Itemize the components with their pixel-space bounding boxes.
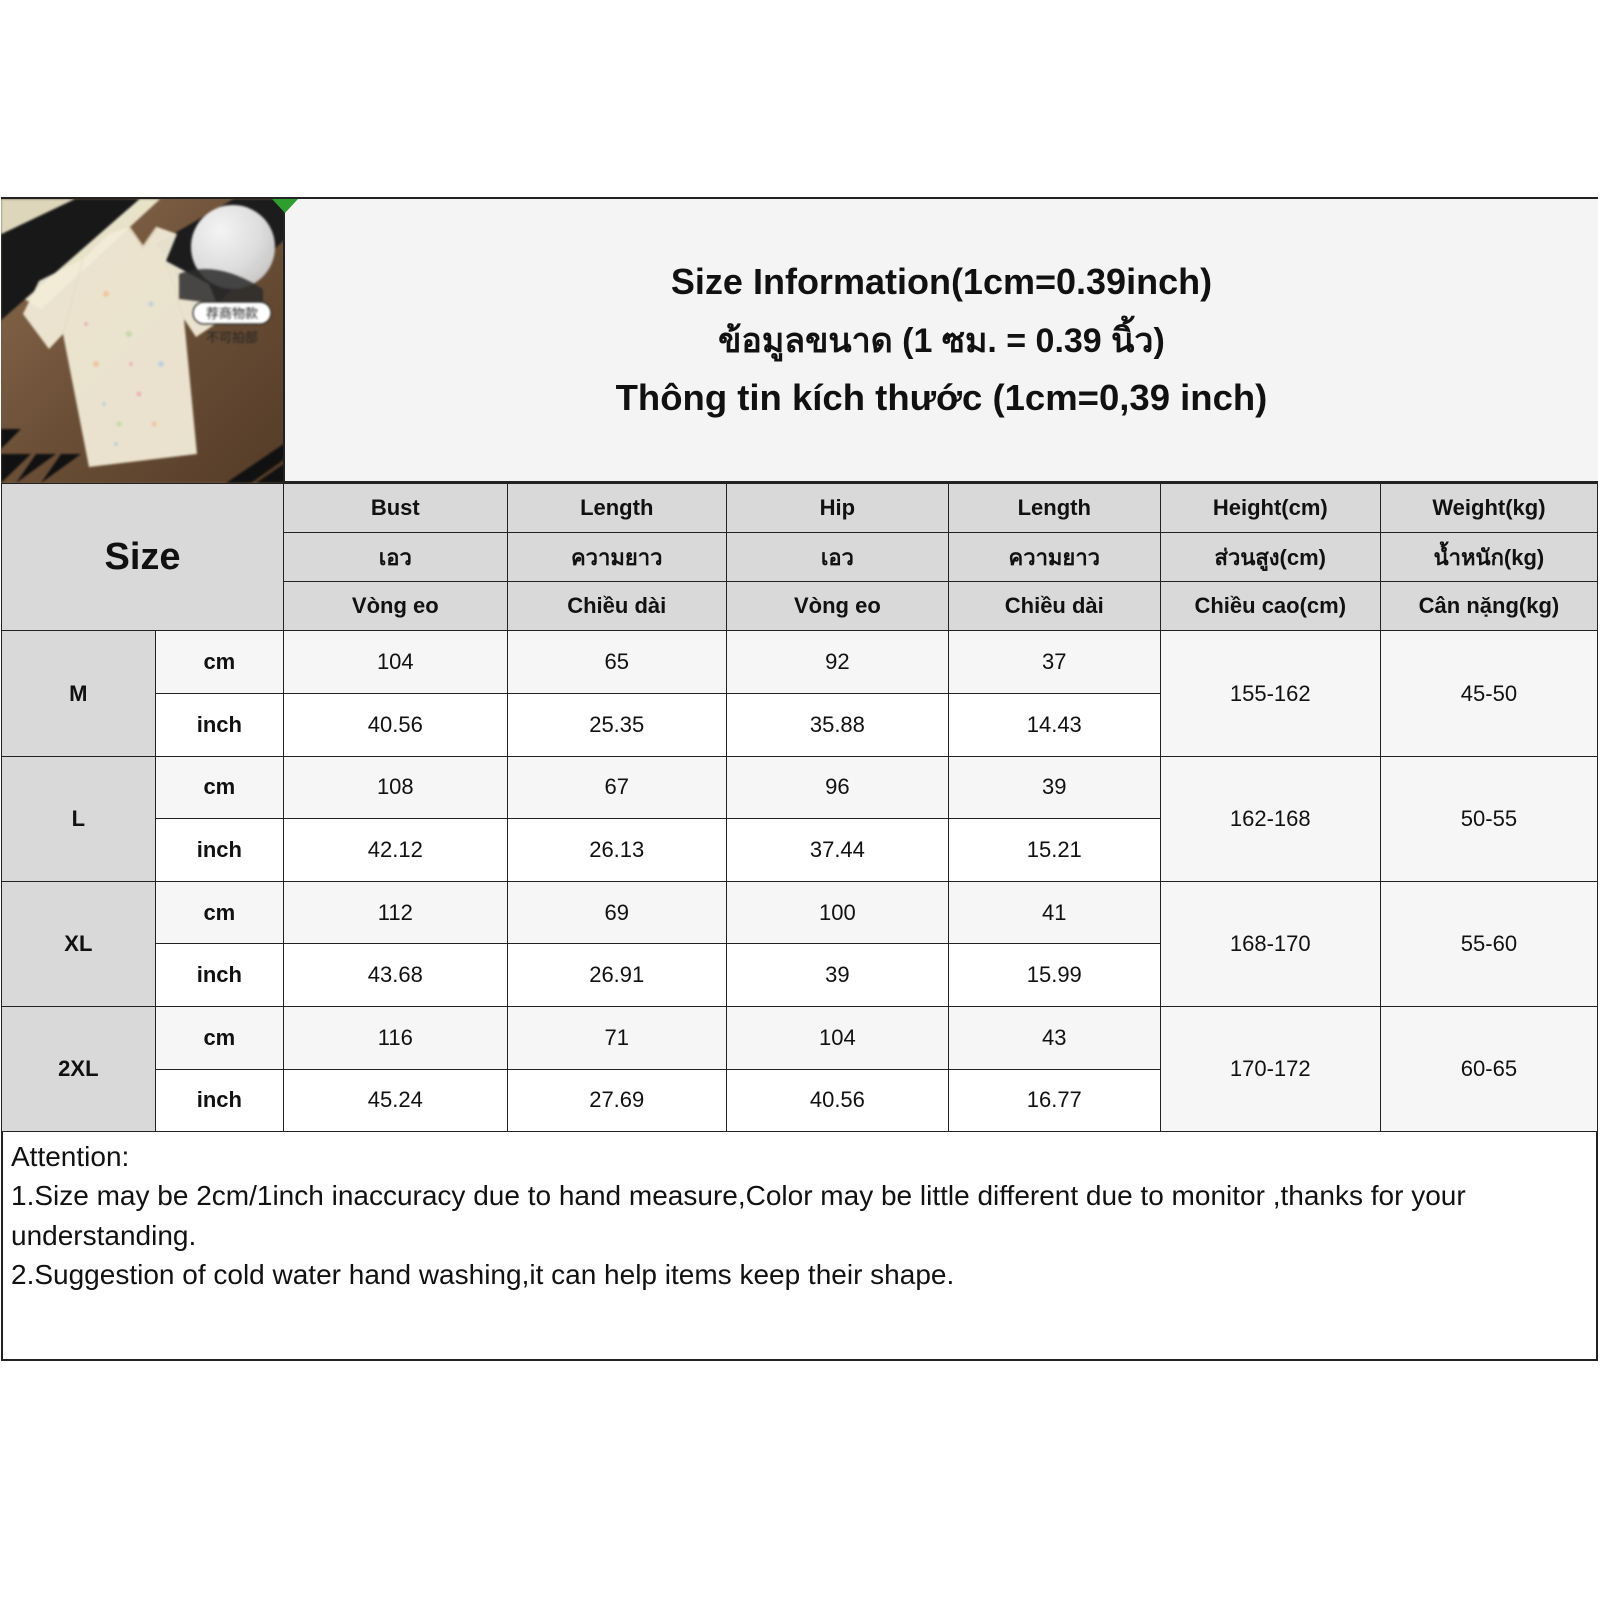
- svg-text:不可拍部: 不可拍部: [206, 330, 258, 345]
- svg-text:荐商物款: 荐商物款: [206, 306, 258, 321]
